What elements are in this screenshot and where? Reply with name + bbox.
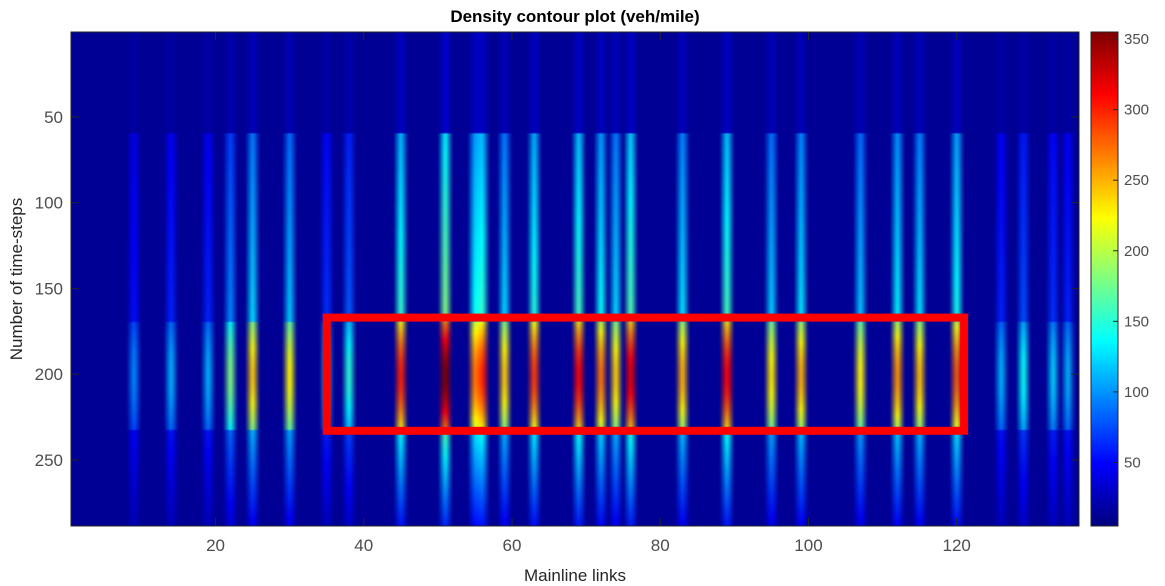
x-axis-label: Mainline links bbox=[524, 566, 626, 585]
y-tick-label: 150 bbox=[35, 279, 63, 298]
highlight-rectangle bbox=[322, 313, 969, 435]
colorbar: 50 100 150 200 250 300 350 bbox=[1090, 31, 1149, 527]
x-tick-label: 100 bbox=[794, 536, 822, 555]
x-tick-label: 20 bbox=[206, 536, 225, 555]
y-tick-label: 200 bbox=[35, 365, 63, 384]
x-axis: 20 40 60 80 100 120 bbox=[206, 32, 971, 555]
annotation-layer bbox=[322, 313, 969, 435]
colorbar-tick-label: 200 bbox=[1124, 243, 1149, 260]
density-heatmap bbox=[71, 32, 1079, 526]
y-axis: 50 100 150 200 250 bbox=[35, 108, 1079, 470]
colorbar-tick-label: 150 bbox=[1124, 313, 1149, 330]
x-tick-label: 40 bbox=[354, 536, 373, 555]
y-tick-label: 100 bbox=[35, 194, 63, 213]
colorbar-gradient bbox=[1091, 32, 1118, 526]
plot-frame bbox=[70, 31, 1080, 527]
y-tick-label: 50 bbox=[44, 108, 63, 127]
colorbar-ticks: 50 100 150 200 250 300 350 bbox=[1113, 31, 1149, 471]
colorbar-tick-label: 100 bbox=[1124, 384, 1149, 401]
colorbar-tick-label: 50 bbox=[1124, 454, 1141, 471]
x-tick-label: 80 bbox=[651, 536, 670, 555]
x-tick-label: 120 bbox=[943, 536, 971, 555]
x-tick-label: 60 bbox=[503, 536, 522, 555]
colorbar-tick-label: 250 bbox=[1124, 172, 1149, 189]
heatmap-plot-area bbox=[71, 32, 1079, 526]
colorbar-frame bbox=[1090, 31, 1119, 527]
colorbar-tick-label: 300 bbox=[1124, 102, 1149, 119]
y-tick-label: 250 bbox=[35, 451, 63, 470]
chart-title: Density contour plot (veh/mile) bbox=[450, 7, 699, 26]
y-axis-label: Number of time-steps bbox=[7, 198, 26, 361]
colorbar-tick-label: 350 bbox=[1124, 31, 1149, 48]
